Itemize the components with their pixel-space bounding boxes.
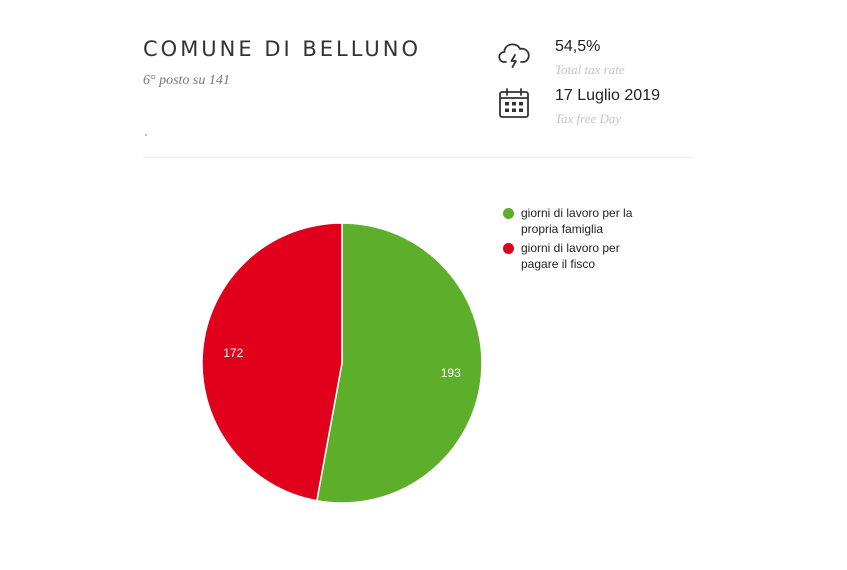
legend-label-famiglia: giorni di lavoro per la propria famiglia	[521, 206, 633, 236]
header-divider	[143, 157, 693, 158]
legend-label-fisco: giorni di lavoro per pagare il fisco	[521, 241, 620, 271]
calendar-icon	[499, 88, 529, 118]
rank-text: 6° posto su 141	[143, 73, 230, 88]
pie-slice-0[interactable]	[315, 222, 483, 504]
chart-legend: giorni di lavoro per la propria famiglia…	[503, 205, 653, 275]
legend-swatch-fisco	[503, 243, 514, 254]
tax-rate-caption: Total tax rate	[555, 62, 625, 77]
tax-free-day-stat: 17 Luglio 2019 Tax free Day	[497, 87, 697, 131]
pie-data-label-0: 193	[441, 366, 461, 380]
cloud-lightning-icon	[498, 43, 530, 68]
tax-rate-value: 54,5%	[555, 38, 601, 55]
decorative-dot	[145, 134, 147, 136]
legend-swatch-famiglia	[503, 208, 514, 219]
pie-chart: 193 172	[201, 222, 483, 504]
legend-item-fisco[interactable]: giorni di lavoro per pagare il fisco	[503, 240, 653, 272]
legend-item-famiglia[interactable]: giorni di lavoro per la propria famiglia	[503, 205, 653, 237]
tax-rate-stat: 54,5% Total tax rate	[497, 38, 697, 82]
tax-free-day-caption: Tax free Day	[555, 111, 622, 126]
page-title: COMUNE DI BELLUNO	[143, 37, 422, 61]
pie-slice-1[interactable]	[201, 222, 343, 502]
tax-free-day-value: 17 Luglio 2019	[555, 87, 660, 104]
pie-data-label-1: 172	[223, 346, 243, 360]
